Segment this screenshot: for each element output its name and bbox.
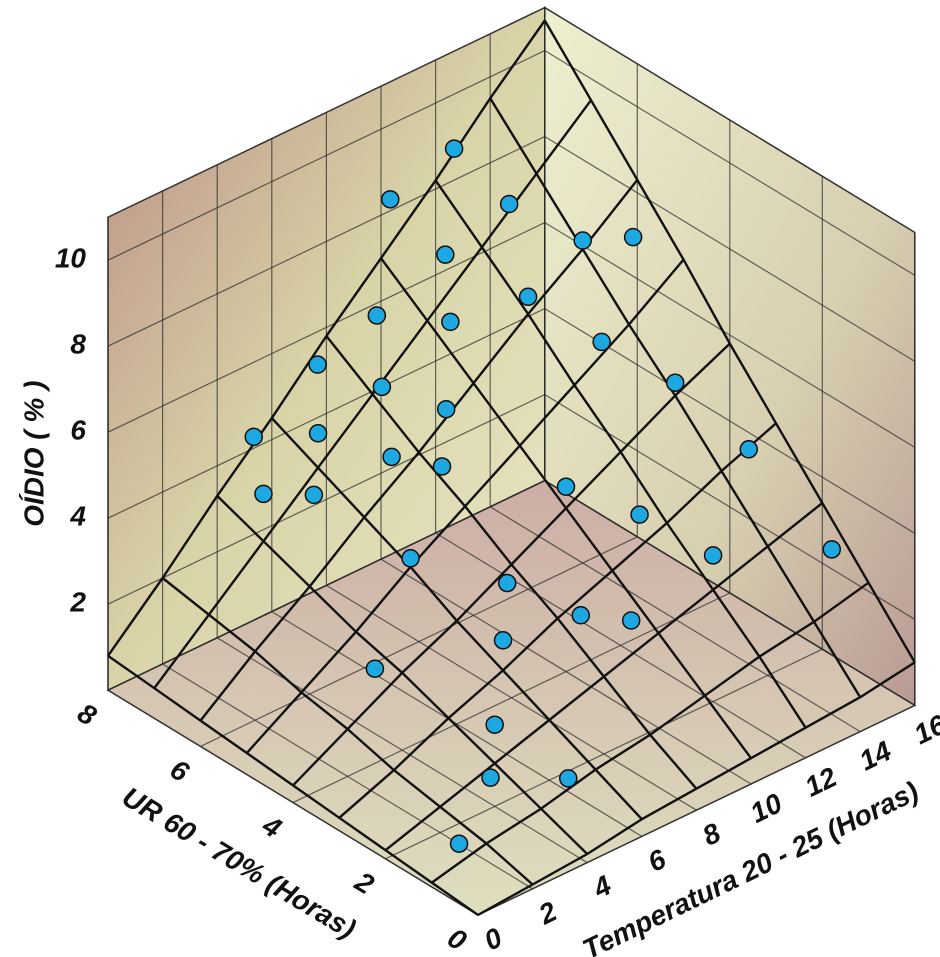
x-tick-label: 4	[588, 869, 617, 904]
y-tick-label: 8	[72, 697, 102, 732]
point	[382, 191, 399, 208]
point	[310, 425, 327, 442]
x-tick-label: 0	[479, 922, 507, 957]
point	[442, 313, 459, 330]
point	[572, 607, 589, 624]
z-tick-label: 10	[55, 243, 87, 274]
page: 246810024680246810121416UR 60 - 70% (Hor…	[0, 0, 940, 957]
point	[366, 660, 383, 677]
point	[451, 835, 468, 852]
z-tick-label: 8	[70, 329, 86, 360]
point	[437, 246, 454, 263]
y-tick-label: 0	[442, 922, 472, 957]
point	[255, 485, 272, 502]
point	[368, 307, 385, 324]
x-tick-label: 16	[909, 709, 940, 751]
point	[667, 374, 684, 391]
point	[309, 356, 326, 373]
x-tick-label: 2	[533, 895, 562, 930]
point	[625, 229, 642, 246]
y-tick-label: 4	[257, 809, 288, 844]
point	[574, 232, 591, 249]
point	[593, 333, 610, 350]
point	[499, 575, 516, 592]
point	[434, 458, 451, 475]
z-tick-label: 2	[69, 587, 86, 618]
point	[823, 541, 840, 558]
point	[495, 632, 512, 649]
x-tick-label: 10	[745, 787, 787, 829]
z-axis-title: OÍDIO ( % )	[18, 381, 49, 527]
x-tick-label: 14	[854, 735, 896, 777]
y-tick-label: 2	[349, 865, 380, 900]
point	[740, 441, 757, 458]
point	[373, 378, 390, 395]
point	[705, 547, 722, 564]
point	[501, 196, 518, 213]
point	[446, 140, 463, 157]
point	[245, 428, 262, 445]
y-tick-label: 6	[165, 753, 195, 788]
point	[558, 478, 575, 495]
z-tick-label: 6	[70, 415, 86, 446]
z-tick-label: 4	[69, 501, 86, 532]
x-tick-label: 8	[698, 817, 726, 852]
point	[383, 448, 400, 465]
x-tick-label: 6	[643, 843, 671, 878]
point	[402, 550, 419, 567]
point	[520, 288, 537, 305]
x-tick-label: 12	[800, 761, 842, 803]
point	[560, 770, 577, 787]
point	[305, 486, 322, 503]
point	[438, 401, 455, 418]
point	[631, 506, 648, 523]
point	[482, 769, 499, 786]
chart: 246810024680246810121416UR 60 - 70% (Hor…	[0, 0, 940, 957]
point	[623, 612, 640, 629]
point	[486, 716, 503, 733]
